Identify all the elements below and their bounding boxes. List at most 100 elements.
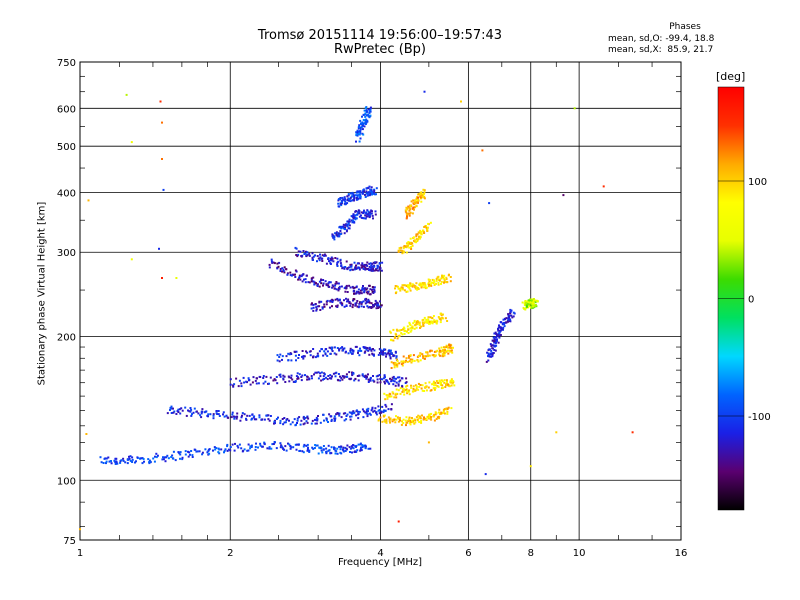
data-point (373, 188, 376, 191)
data-point (391, 418, 394, 421)
data-point (385, 418, 388, 421)
data-point (491, 344, 494, 347)
data-point (342, 348, 345, 351)
data-point (385, 420, 388, 423)
data-point (223, 415, 226, 418)
data-point (338, 235, 341, 238)
data-point (460, 100, 462, 103)
data-point (414, 206, 416, 209)
data-point (370, 264, 373, 267)
data-point (416, 198, 419, 200)
data-point (415, 286, 418, 288)
data-point (437, 382, 440, 384)
data-point (366, 292, 369, 295)
data-point (402, 328, 405, 331)
data-point (450, 349, 453, 352)
data-point (399, 246, 402, 249)
data-point (365, 190, 368, 193)
data-point (428, 354, 431, 357)
data-point (375, 261, 378, 264)
data-point (377, 303, 380, 306)
data-point (402, 418, 405, 421)
data-point (364, 115, 367, 118)
data-point (85, 433, 88, 435)
data-point (314, 422, 317, 425)
data-point (295, 359, 297, 362)
data-point (364, 196, 367, 198)
data-point (428, 414, 431, 417)
data-point (403, 284, 406, 287)
data-point (264, 380, 267, 383)
data-point (382, 415, 385, 418)
data-point (345, 305, 348, 307)
data-point (315, 309, 318, 312)
data-point (178, 452, 181, 455)
data-point (351, 219, 354, 222)
data-point (351, 451, 353, 454)
data-points (79, 90, 634, 531)
data-point (365, 348, 368, 351)
data-point (352, 444, 355, 447)
data-point (419, 384, 422, 386)
data-point (380, 351, 383, 354)
data-point (344, 290, 347, 293)
data-point (87, 199, 90, 202)
data-point (427, 319, 430, 322)
data-point (356, 131, 359, 134)
data-point (226, 445, 229, 448)
data-point (442, 410, 445, 413)
data-point (322, 445, 325, 447)
y-tick-label: 600 (57, 104, 76, 115)
data-point (343, 287, 346, 290)
data-point (308, 449, 311, 452)
data-point (348, 197, 351, 200)
data-point (508, 316, 511, 319)
data-point (368, 268, 370, 271)
data-point (411, 244, 414, 247)
data-point (302, 357, 305, 360)
data-point (313, 283, 316, 286)
data-point (321, 451, 324, 454)
data-point (423, 191, 426, 194)
data-point (341, 304, 344, 307)
data-point (276, 382, 279, 385)
data-point (410, 329, 413, 332)
data-point (329, 415, 332, 418)
data-point (442, 355, 445, 358)
data-point (403, 289, 406, 292)
data-point (331, 375, 333, 378)
data-point (321, 260, 324, 262)
data-point (367, 113, 370, 116)
data-point (428, 416, 431, 419)
data-point (306, 443, 309, 446)
data-point (503, 323, 506, 325)
data-point (367, 407, 370, 410)
data-point (351, 215, 354, 218)
data-point (329, 306, 331, 309)
data-point (415, 241, 418, 244)
data-point (258, 414, 261, 417)
data-point (337, 202, 340, 205)
data-point (499, 321, 502, 324)
data-point (323, 305, 326, 308)
data-point (387, 416, 390, 419)
data-point (409, 208, 412, 211)
data-point (351, 191, 354, 194)
data-point (358, 140, 361, 143)
data-point (428, 381, 431, 384)
data-point (268, 447, 271, 450)
data-point (363, 209, 365, 212)
data-point (352, 412, 355, 415)
data-point (355, 197, 358, 199)
data-point (512, 311, 515, 314)
data-point (442, 276, 445, 278)
data-point (400, 286, 403, 289)
data-point (294, 273, 296, 276)
data-point (323, 377, 326, 380)
data-point (301, 374, 304, 377)
data-point (265, 375, 268, 378)
data-point (392, 375, 395, 378)
data-point (406, 290, 409, 293)
data-point (415, 197, 418, 200)
data-point (432, 380, 435, 383)
